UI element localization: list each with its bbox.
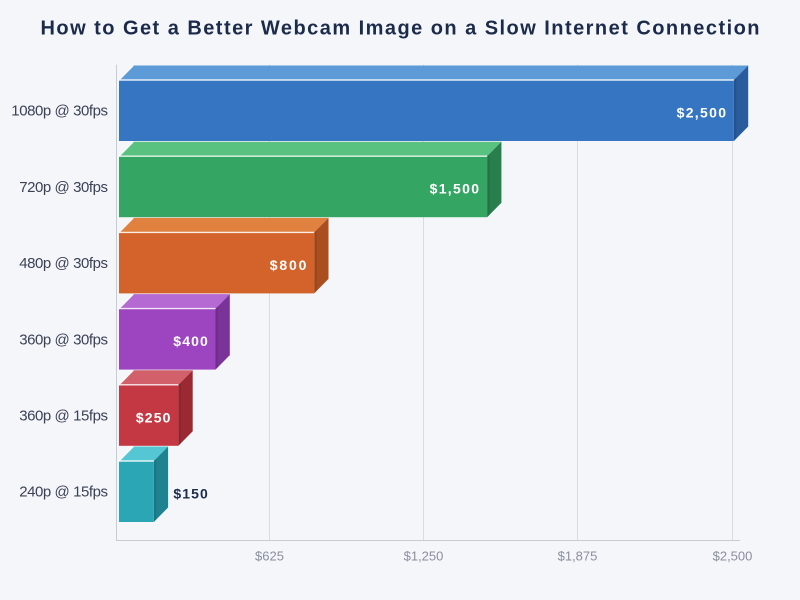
svg-text:$625: $625: [255, 549, 284, 564]
svg-text:720p @ 30fps: 720p @ 30fps: [19, 179, 108, 196]
svg-text:480p @ 30fps: 480p @ 30fps: [19, 255, 108, 272]
svg-text:$2,500: $2,500: [677, 105, 727, 121]
svg-text:$250: $250: [136, 409, 171, 425]
svg-text:How to Get a Better Webcam Ima: How to Get a Better Webcam Image on a Sl…: [41, 18, 760, 40]
svg-text:$150: $150: [173, 486, 208, 502]
svg-text:$800: $800: [270, 257, 307, 273]
svg-text:360p @ 30fps: 360p @ 30fps: [19, 331, 108, 348]
svg-text:$400: $400: [173, 333, 208, 349]
svg-text:1080p @ 30fps: 1080p @ 30fps: [11, 103, 108, 120]
svg-text:240p @ 15fps: 240p @ 15fps: [19, 484, 108, 501]
svg-text:$1,250: $1,250: [404, 549, 444, 564]
svg-text:$1,875: $1,875: [558, 549, 598, 564]
svg-text:360p @ 15fps: 360p @ 15fps: [19, 408, 108, 425]
svg-text:$1,500: $1,500: [430, 181, 480, 197]
svg-text:$2,500: $2,500: [713, 549, 753, 564]
